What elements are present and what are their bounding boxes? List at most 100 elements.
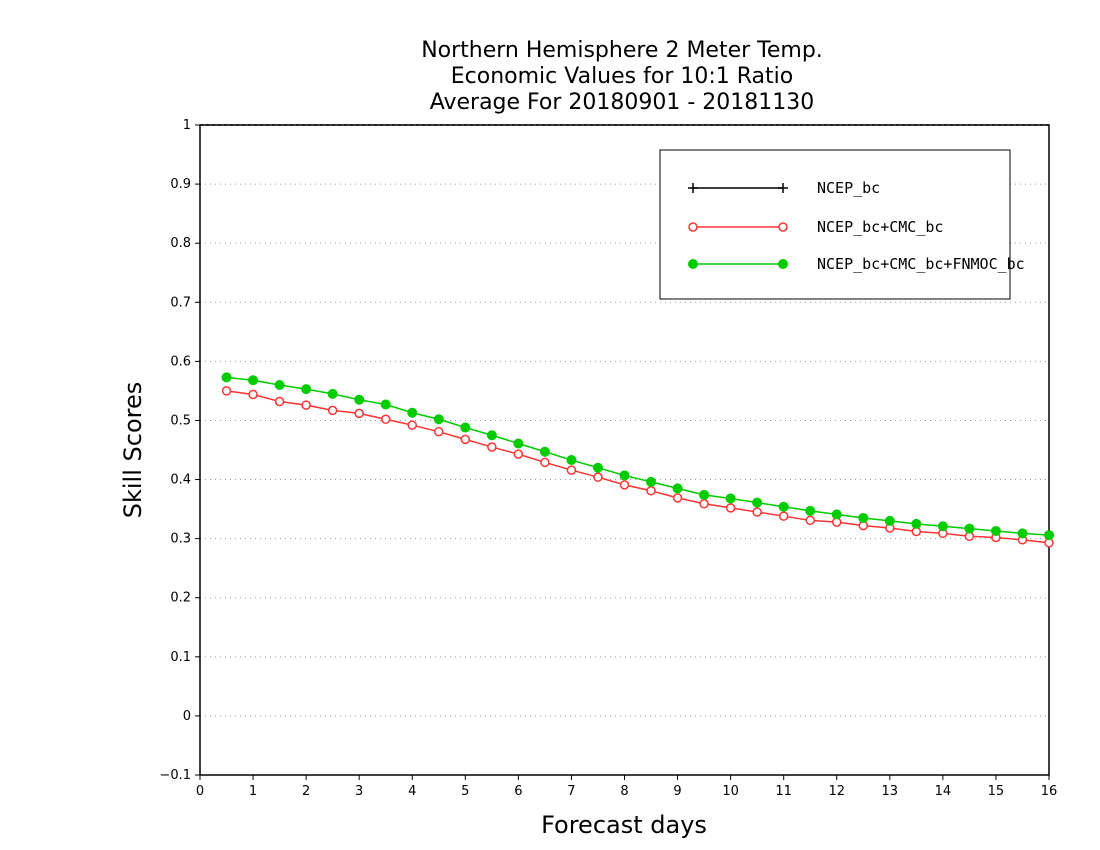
data-point: [248, 375, 259, 386]
data-point: [884, 515, 895, 526]
data-point: [619, 480, 630, 490]
x-tick-label: 1: [249, 784, 257, 799]
y-tick-label: 0.1: [170, 650, 191, 665]
legend-label: NCEP_bc+CMC_bc+FNMOC_bc: [817, 255, 1025, 273]
series-line: [226, 390, 1050, 544]
y-tick-label: 0.8: [170, 236, 191, 251]
data-point: [911, 518, 922, 529]
series-3: [221, 372, 1054, 541]
title-line-3: Average For 20180901 - 20181130: [430, 90, 815, 115]
data-point: [619, 470, 630, 481]
data-point: [699, 499, 709, 509]
data-point: [778, 183, 788, 193]
y-tick-label: 0.2: [170, 591, 191, 606]
data-point: [301, 400, 311, 410]
x-tick-label: 14: [935, 784, 952, 799]
data-point: [460, 434, 471, 445]
legend-label: NCEP_bc: [817, 179, 880, 197]
y-tick-label: 0: [183, 709, 191, 724]
x-tick-label: 8: [620, 784, 628, 799]
x-tick-label: 2: [302, 784, 310, 799]
data-point: [221, 372, 232, 383]
series-lines: [221, 372, 1054, 548]
data-point: [805, 515, 815, 526]
x-tick-label: 13: [882, 784, 899, 799]
data-point: [672, 483, 683, 494]
x-tick-label: 10: [722, 784, 739, 799]
data-point: [460, 422, 471, 433]
data-point: [513, 449, 524, 459]
data-point: [778, 222, 788, 232]
data-point: [646, 476, 657, 487]
legend-label: NCEP_bc+CMC_bc: [817, 218, 943, 236]
series-line: [226, 376, 1050, 536]
y-tick-label: 1: [183, 118, 191, 133]
y-tick-label: 0.9: [170, 177, 191, 192]
data-point: [354, 394, 365, 405]
data-point: [327, 405, 338, 416]
data-point: [407, 420, 417, 430]
data-point: [434, 426, 444, 437]
data-point: [221, 386, 232, 396]
data-point: [646, 486, 656, 496]
x-tick-label: 5: [461, 784, 469, 799]
data-point: [513, 438, 524, 449]
data-point: [486, 430, 497, 441]
data-point: [805, 505, 816, 516]
data-point: [327, 388, 338, 399]
y-tick-label: 0.5: [170, 413, 191, 428]
data-point: [248, 389, 258, 400]
data-point: [688, 183, 698, 193]
data-point: [301, 384, 312, 395]
legend-entry-2: NCEP_bc+CMC_bc: [688, 218, 943, 236]
data-point: [380, 414, 391, 425]
x-tick-label: 3: [355, 784, 363, 799]
data-point: [407, 407, 418, 418]
data-point: [566, 465, 577, 475]
x-tick-label: 15: [988, 784, 1005, 799]
data-point: [354, 408, 364, 419]
data-point: [592, 462, 603, 473]
x-tick-label: 9: [673, 784, 681, 799]
data-point: [672, 493, 683, 503]
x-tick-label: 4: [408, 784, 416, 799]
data-point: [539, 446, 550, 457]
data-point: [752, 507, 762, 517]
data-point: [778, 501, 789, 512]
legend-entry-3: NCEP_bc+CMC_bc+FNMOC_bc: [688, 255, 1025, 273]
data-point: [487, 442, 497, 452]
data-point: [964, 523, 975, 534]
data-point: [1044, 530, 1054, 541]
legend: NCEP_bc NCEP_bc+CMC_bc NCEP_bc+CMC_bc+FNMO…: [659, 149, 1025, 300]
y-axis-label: Skill Scores: [119, 382, 147, 519]
x-axis-label: Forecast days: [541, 811, 707, 839]
y-tick-label: −0.1: [159, 768, 191, 783]
data-point: [566, 455, 577, 466]
data-point: [831, 509, 842, 520]
chart-title: Northern Hemisphere 2 Meter Temp.Economi…: [421, 38, 823, 115]
data-point: [778, 259, 788, 269]
title-line-1: Northern Hemisphere 2 Meter Temp.: [421, 38, 823, 63]
data-point: [433, 414, 444, 425]
data-point: [937, 521, 948, 532]
data-point: [593, 472, 603, 482]
data-point: [990, 525, 1001, 536]
y-tick-label: 0.4: [170, 473, 191, 488]
series-2: [221, 386, 1054, 548]
data-point: [752, 497, 763, 508]
y-tick-label: 0.7: [170, 295, 191, 310]
data-point: [858, 512, 869, 523]
data-point: [540, 457, 550, 468]
y-tick-label: 0.6: [170, 354, 191, 369]
data-point: [274, 396, 285, 407]
x-tick-label: 7: [567, 784, 575, 799]
title-line-2: Economic Values for 10:1 Ratio: [451, 64, 793, 89]
data-point: [1017, 528, 1028, 539]
data-point: [380, 399, 391, 410]
data-point: [688, 222, 698, 232]
x-tick-label: 12: [828, 784, 845, 799]
data-point: [274, 380, 285, 390]
x-tick-label: 11: [775, 784, 792, 799]
x-tick-label: 0: [196, 784, 204, 799]
